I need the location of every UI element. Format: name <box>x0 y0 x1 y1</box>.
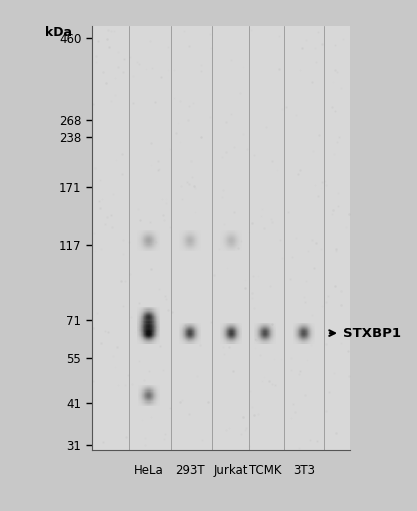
Text: HeLa: HeLa <box>134 463 163 477</box>
Text: Jurkat: Jurkat <box>214 463 249 477</box>
Text: STXBP1: STXBP1 <box>342 327 400 340</box>
Text: kDa: kDa <box>45 26 72 38</box>
Text: TCMK: TCMK <box>249 463 281 477</box>
Text: 293T: 293T <box>175 463 205 477</box>
Text: 3T3: 3T3 <box>293 463 315 477</box>
